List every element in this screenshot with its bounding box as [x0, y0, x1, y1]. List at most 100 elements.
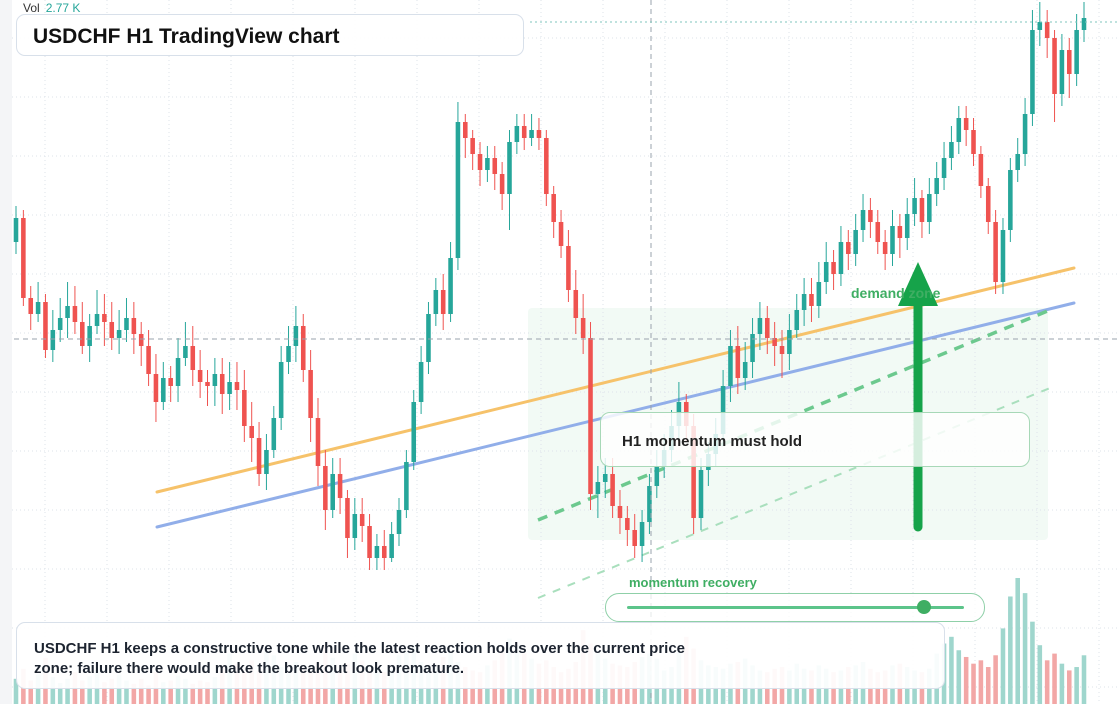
candle-body	[720, 386, 726, 434]
candle-body	[43, 302, 48, 350]
candle-body	[102, 314, 107, 322]
caption-text: USDCHF H1 keeps a constructive tone whil…	[34, 640, 686, 677]
volume-bar	[65, 678, 70, 704]
volume-bar	[168, 680, 173, 704]
volume-bar	[1059, 663, 1065, 704]
candle-body	[205, 382, 210, 386]
candle-body	[440, 290, 446, 314]
volume-bar	[993, 655, 998, 704]
candle-body	[890, 226, 895, 254]
candle-body	[124, 318, 129, 330]
candle-body	[381, 546, 387, 558]
candle-body	[838, 242, 844, 274]
volume-bar	[1022, 593, 1028, 704]
candle-body	[610, 474, 615, 506]
candle-body	[337, 474, 343, 498]
candle-body	[404, 462, 409, 510]
annotation-note-text: H1 momentum must hold	[622, 433, 803, 450]
candle-body	[529, 130, 534, 138]
candle-body	[345, 498, 350, 538]
candle-body	[492, 158, 498, 174]
candle-body	[271, 418, 277, 450]
candle-body	[993, 222, 998, 282]
volume-bar	[102, 682, 107, 704]
candle-body	[21, 218, 26, 298]
candle-body	[426, 314, 431, 362]
candle-body	[109, 322, 115, 338]
candle-body	[1044, 22, 1050, 38]
candle-body	[286, 346, 291, 362]
volume-bar	[1000, 628, 1006, 704]
candle-body	[978, 154, 984, 186]
candle-body	[175, 358, 181, 386]
candle-body	[80, 322, 85, 346]
momentum-label: momentum recovery	[629, 575, 757, 590]
candle-body	[963, 118, 969, 130]
volume-legend: Vol 2.77 K	[23, 1, 80, 15]
candle-body	[691, 426, 696, 518]
momentum-slider[interactable]	[605, 593, 985, 622]
volume-bar	[116, 674, 122, 704]
candle-body	[227, 382, 232, 394]
candle-body	[897, 226, 903, 238]
candle-body	[971, 130, 976, 154]
candle-body	[521, 126, 527, 138]
candle-body	[485, 158, 490, 170]
volume-bar	[146, 685, 151, 704]
candle-body	[595, 482, 601, 494]
volume-bar	[971, 663, 976, 704]
candle-body	[278, 362, 284, 418]
candle-body	[28, 298, 34, 314]
candle-body	[536, 130, 542, 138]
candle-body	[912, 198, 917, 214]
candle-body	[956, 118, 962, 142]
volume-bar	[949, 636, 954, 704]
candle-body	[131, 318, 137, 334]
candle-body	[558, 222, 564, 246]
candle-body	[470, 138, 475, 154]
candle-body	[742, 362, 748, 378]
volume-bar	[57, 683, 63, 704]
momentum-slider-thumb[interactable]	[916, 600, 931, 614]
candle-body	[801, 294, 807, 310]
volume-bar	[1074, 667, 1079, 704]
candle-body	[256, 438, 262, 474]
candle-body	[359, 514, 365, 526]
volume-bar	[1008, 596, 1013, 704]
candle-body	[698, 470, 704, 518]
price-scale-strip[interactable]	[0, 0, 12, 704]
candle-body	[1015, 154, 1020, 170]
volume-bar	[1015, 578, 1020, 704]
volume-bar	[1081, 655, 1087, 704]
candle-body	[477, 154, 483, 170]
candle-body	[219, 374, 225, 394]
candlestick-series	[13, 1, 1087, 570]
candle-body	[138, 334, 144, 346]
candle-body	[985, 186, 991, 222]
candle-body	[396, 510, 402, 534]
candle-body	[779, 346, 785, 354]
annotation-note-box[interactable]: H1 momentum must hold	[600, 412, 1030, 467]
candle-body	[463, 122, 468, 138]
candle-body	[551, 194, 556, 222]
volume-bar	[131, 683, 137, 704]
candle-body	[249, 426, 254, 438]
candle-body	[234, 382, 240, 390]
candle-body	[794, 310, 800, 330]
candle-body	[1052, 38, 1057, 94]
candle-body	[823, 262, 829, 282]
candle-body	[300, 326, 306, 370]
volume-bar	[50, 677, 56, 704]
candle-body	[860, 210, 866, 230]
volume-bar	[13, 678, 19, 704]
momentum-slider-track[interactable]	[627, 606, 964, 609]
volume-bar	[80, 680, 85, 704]
candle-body	[1037, 22, 1043, 30]
candle-body	[65, 306, 70, 318]
volume-value: 2.77 K	[45, 1, 81, 15]
caption-box: USDCHF H1 keeps a constructive tone whil…	[16, 622, 945, 689]
volume-bar	[1052, 653, 1057, 704]
candle-body	[94, 314, 100, 326]
candle-body	[757, 318, 763, 334]
